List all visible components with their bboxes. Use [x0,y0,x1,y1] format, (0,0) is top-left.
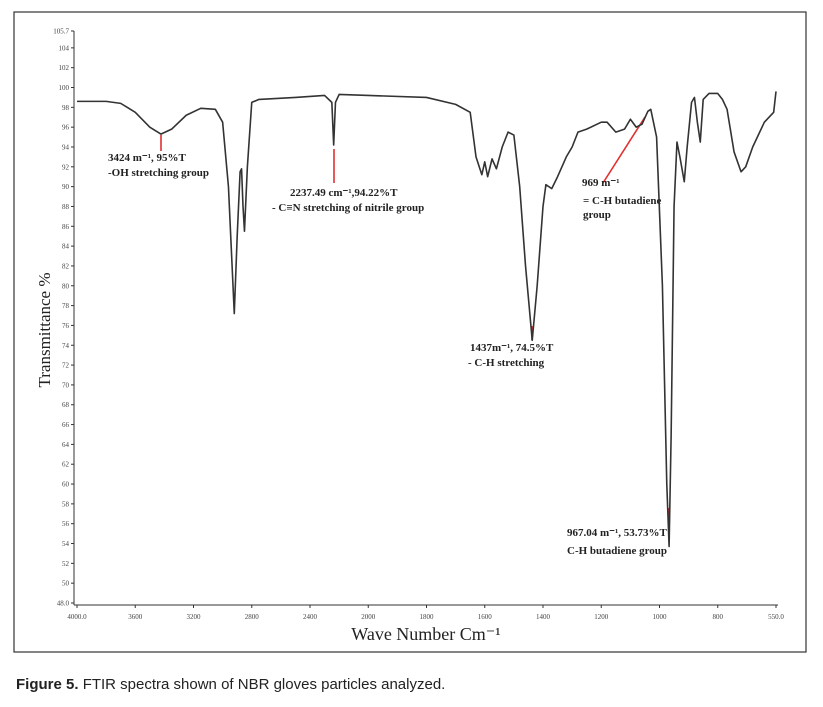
x-axis-label: Wave Number Cm⁻¹ [351,624,500,644]
annotation: 969 m⁻¹ [582,177,620,189]
y-tick-label: 100 [59,84,70,92]
x-tick-label: 550.0 [768,613,784,621]
annotation: = C-H butadiene [583,195,662,207]
annotation: group [583,209,611,221]
x-tick-label: 1200 [594,613,609,621]
y-tick-label: 94 [62,143,70,151]
y-tick-label: 84 [62,243,70,251]
x-tick-label: 1400 [536,613,551,621]
y-tick-label: 54 [62,540,70,548]
y-tick-label: 66 [62,421,70,429]
y-tick-label: 88 [62,203,70,211]
y-tick-label: 82 [62,262,70,270]
y-tick-label: 78 [62,302,70,310]
y-tick-label: 52 [62,560,70,568]
chart-border [13,11,807,653]
y-axis-label: Transmittance % [35,272,54,387]
annotation: -OH stretching group [108,167,209,179]
y-tick-label: 74 [62,342,70,350]
annotation: 2237.49 cm⁻¹,94.22%T [290,187,398,199]
y-tick-label: 90 [62,183,70,191]
x-tick-label: 1800 [420,613,435,621]
annotations: 3424 m⁻¹, 95%T -OH stretching group 2237… [108,152,668,557]
annotation: 3424 m⁻¹, 95%T [108,152,187,164]
annotation: 967.04 m⁻¹, 53.73%T [567,527,668,539]
y-tick-label: 86 [62,223,70,231]
page: Transmittance % Wave Number Cm⁻¹ 3424 m⁻… [13,11,807,693]
annotation: - C-H stretching [468,357,545,369]
caption-text: FTIR spectra shown of NBR gloves particl… [82,676,446,693]
y-tick-label: 72 [62,362,70,370]
x-tick-label: 2000 [361,613,376,621]
annotation: C-H butadiene group [567,545,667,557]
y-tick-label: 60 [62,481,70,489]
x-tick-label: 1000 [653,613,668,621]
y-tick-label: 105.7 [53,28,69,36]
spectrum-line [77,91,777,548]
y-tick-label: 64 [62,441,70,449]
y-tick-label: 98 [62,104,70,112]
leader [602,116,646,184]
chart: Transmittance % Wave Number Cm⁻¹ 3424 m⁻… [13,11,807,653]
y-tick-label: 80 [62,282,70,290]
x-tick-label: 1600 [478,613,493,621]
caption-label: Figure 5. [16,676,79,693]
y-tick-label: 48.0 [57,600,70,608]
y-tick-label: 92 [62,163,70,171]
annotation: 1437m⁻¹, 74.5%T [470,342,554,354]
y-tick-label: 58 [62,500,70,508]
y-tick-label: 102 [59,64,70,72]
x-tick-label: 3200 [187,613,202,621]
x-tick-label: 4000.0 [67,613,87,621]
y-tick-label: 76 [62,322,70,330]
y-tick-label: 68 [62,401,70,409]
x-tick-label: 2800 [245,613,260,621]
y-tick-label: 50 [62,580,70,588]
y-tick-label: 96 [62,124,70,132]
x-tick-label: 3600 [128,613,143,621]
y-tick-label: 62 [62,461,70,469]
x-tick-label: 800 [713,613,724,621]
x-tick-label: 2400 [303,613,318,621]
y-tick-label: 70 [62,381,70,389]
y-tick-label: 56 [62,520,70,528]
y-tick-label: 104 [59,44,70,52]
caption: Figure 5. FTIR spectra shown of NBR glov… [16,676,445,693]
annotation: - C≡N stretching of nitrile group [272,202,424,214]
